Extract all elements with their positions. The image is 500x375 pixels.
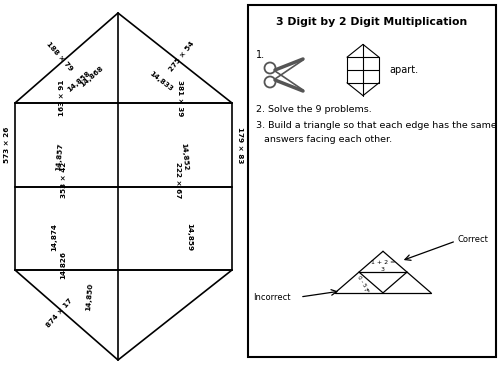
Text: 2. Solve the 9 problems.: 2. Solve the 9 problems. xyxy=(256,105,372,114)
Text: 1.: 1. xyxy=(256,50,265,60)
Text: 163 × 91: 163 × 91 xyxy=(58,80,64,116)
Text: 222 × 67: 222 × 67 xyxy=(175,162,181,198)
Text: 3. Build a triangle so that each edge has the same: 3. Build a triangle so that each edge ha… xyxy=(256,122,497,130)
Text: apart.: apart. xyxy=(389,65,418,75)
Text: 14,852: 14,852 xyxy=(180,143,188,171)
Text: Incorrect: Incorrect xyxy=(253,292,290,302)
Text: 179 × 83: 179 × 83 xyxy=(237,127,243,163)
Text: 14,874: 14,874 xyxy=(52,224,58,251)
Text: 14,868: 14,868 xyxy=(79,64,104,87)
Text: 3: 3 xyxy=(381,267,385,272)
Text: answers facing each other.: answers facing each other. xyxy=(264,135,392,144)
Text: 14,858: 14,858 xyxy=(66,69,91,93)
Text: 7: 7 xyxy=(362,287,368,293)
Text: 381 × 39: 381 × 39 xyxy=(177,80,183,116)
Text: 188 × 79: 188 × 79 xyxy=(45,40,74,72)
Text: 3 Digit by 2 Digit Multiplication: 3 Digit by 2 Digit Multiplication xyxy=(276,17,468,27)
Text: 275 × 54: 275 × 54 xyxy=(168,40,196,72)
Text: 874 × 17: 874 × 17 xyxy=(46,297,74,328)
Text: Correct: Correct xyxy=(457,234,488,243)
Text: 14,826: 14,826 xyxy=(60,251,66,279)
Text: 14,850: 14,850 xyxy=(86,283,94,311)
Text: 353 × 42: 353 × 42 xyxy=(60,162,66,198)
Text: 0 - 5 =: 0 - 5 = xyxy=(356,274,370,293)
Text: 14,859: 14,859 xyxy=(186,223,192,251)
Text: 573 × 26: 573 × 26 xyxy=(4,127,10,163)
Text: 14,857: 14,857 xyxy=(55,143,64,171)
Bar xyxy=(248,5,496,357)
Text: 1 + 2 =: 1 + 2 = xyxy=(371,260,395,265)
Text: 14,833: 14,833 xyxy=(148,70,174,92)
